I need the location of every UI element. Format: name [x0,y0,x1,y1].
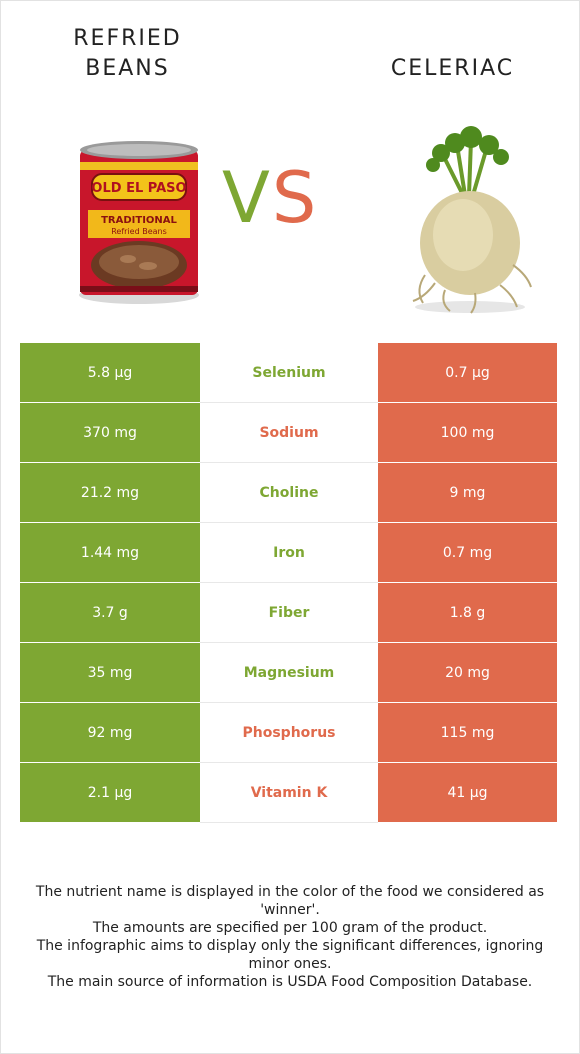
celeriac-root-image [412,126,532,314]
nutrient-row: 21.2 mg Choline 9 mg [20,462,557,523]
left-value: 5.8 µg [20,343,200,403]
footer-note: The amounts are specified per 100 gram o… [92,920,488,936]
nutrient-name: Choline [200,462,378,523]
footer-note: The infographic aims to display only the… [36,938,544,972]
refried-beans-can-image: OLD EL PASO TRADITIONAL Refried Beans [79,141,199,304]
footer-notes: The nutrient name is displayed in the co… [20,883,560,991]
left-value: 21.2 mg [20,462,200,523]
left-value: 3.7 g [20,582,200,643]
svg-text:TRADITIONAL: TRADITIONAL [101,215,177,226]
left-value: 370 mg [20,402,200,463]
footer-note: The main source of information is USDA F… [47,974,533,990]
nutrient-name: Magnesium [200,642,378,703]
right-value: 0.7 µg [378,343,557,403]
vs-v: V [222,157,272,239]
svg-text:Refried Beans: Refried Beans [111,227,167,236]
right-value: 115 mg [378,702,557,763]
nutrient-row: 1.44 mg Iron 0.7 mg [20,522,557,583]
nutrient-row: 92 mg Phosphorus 115 mg [20,702,557,763]
right-value: 1.8 g [378,582,557,643]
left-food-title-line: REFRIED BEANS [73,26,182,81]
nutrient-row: 2.1 µg Vitamin K 41 µg [20,762,557,823]
nutrient-row: 370 mg Sodium 100 mg [20,402,557,463]
vs-label: VS [222,163,318,233]
left-value: 35 mg [20,642,200,703]
nutrient-row: 35 mg Magnesium 20 mg [20,642,557,703]
nutrient-row: 5.8 µg Selenium 0.7 µg [20,343,557,403]
right-value: 41 µg [378,762,557,823]
nutrient-name: Vitamin K [200,762,378,823]
right-value: 100 mg [378,402,557,463]
left-value: 2.1 µg [20,762,200,823]
left-value: 92 mg [20,702,200,763]
vs-s: S [271,157,319,239]
nutrient-comparison-table: 5.8 µg Selenium 0.7 µg 370 mg Sodium 100 mg 21… [20,343,557,823]
right-value: 0.7 mg [378,522,557,583]
nutrient-row: 3.7 g Fiber 1.8 g [20,582,557,643]
left-value: 1.44 mg [20,522,200,583]
left-food-title: REFRIED BEANS [40,24,215,84]
nutrient-name: Sodium [200,402,378,463]
nutrient-name: Iron [200,522,378,583]
right-food-title: CELERIAC [390,56,515,81]
svg-text:OLD EL PASO: OLD EL PASO [91,181,186,196]
right-value: 9 mg [378,462,557,523]
nutrient-name: Fiber [200,582,378,643]
footer-note: The nutrient name is displayed in the co… [35,884,545,918]
nutrient-name: Phosphorus [200,702,378,763]
nutrient-name: Selenium [200,343,378,403]
right-value: 20 mg [378,642,557,703]
